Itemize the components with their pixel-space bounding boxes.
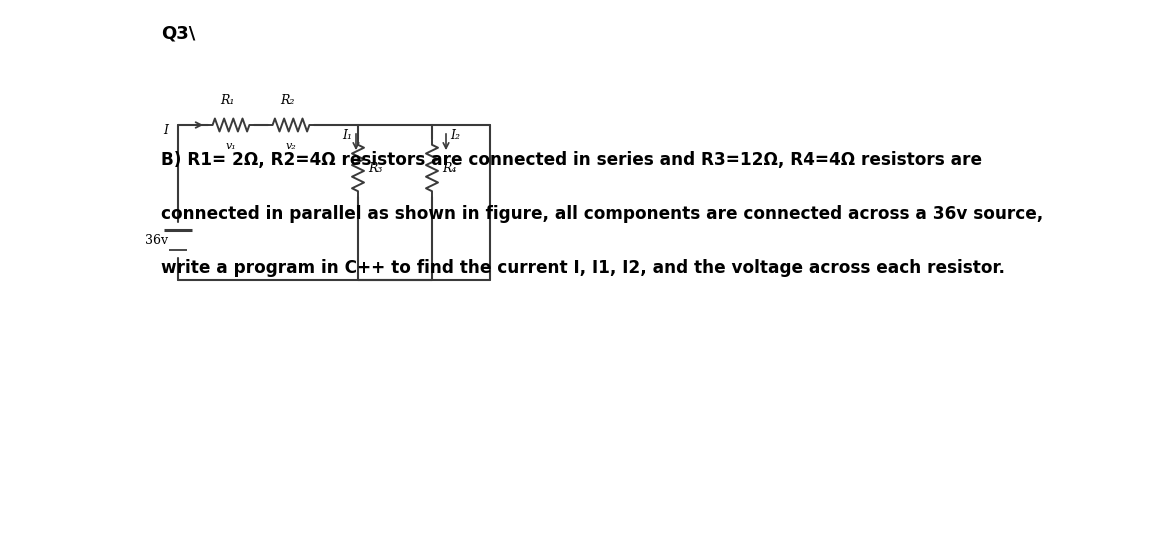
Text: I₂: I₂ <box>450 129 460 142</box>
Text: Q3\: Q3\ <box>161 24 195 42</box>
Text: I₁: I₁ <box>342 129 352 142</box>
Text: R₁: R₁ <box>220 94 234 107</box>
Text: B) R1= 2Ω, R2=4Ω resistors are connected in series and R3=12Ω, R4=4Ω resistors a: B) R1= 2Ω, R2=4Ω resistors are connected… <box>161 151 983 169</box>
Text: R₂: R₂ <box>280 94 295 107</box>
Text: v₁: v₁ <box>226 141 236 151</box>
Text: R₃: R₃ <box>369 161 383 174</box>
Text: v₂: v₂ <box>285 141 296 151</box>
Text: R₄: R₄ <box>442 161 456 174</box>
Text: I: I <box>163 124 168 137</box>
Text: write a program in C++ to find the current I, I1, I2, and the voltage across eac: write a program in C++ to find the curre… <box>161 259 1005 277</box>
Text: connected in parallel as shown in figure, all components are connected across a : connected in parallel as shown in figure… <box>161 205 1044 223</box>
Text: 36v: 36v <box>145 233 168 246</box>
